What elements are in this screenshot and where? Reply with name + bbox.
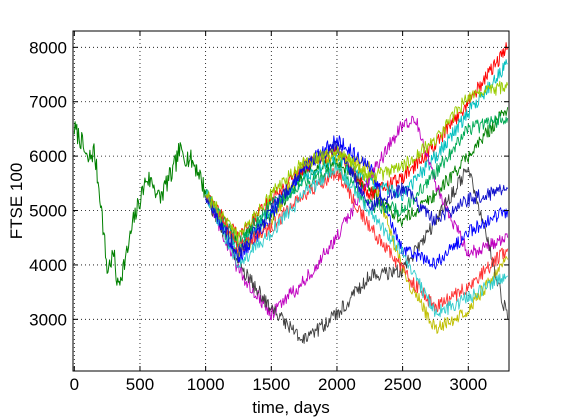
- y-tick-label: 4000: [29, 256, 67, 275]
- series-layer: [73, 42, 509, 344]
- x-tick-label: 1000: [187, 375, 225, 394]
- y-tick-label: 6000: [29, 147, 67, 166]
- tick-labels: 0 500 1000 1500 2000 2500 3000 3000 4000 5000 6000…: [29, 38, 487, 394]
- simulated-path-line: [205, 80, 509, 244]
- y-tick-label: 3000: [29, 310, 67, 329]
- x-tick-label: 500: [126, 375, 154, 394]
- x-tick-label: 2000: [318, 375, 356, 394]
- x-axis-label: time, days: [252, 398, 329, 417]
- grid: [73, 31, 509, 371]
- simulated-path-line: [205, 167, 509, 313]
- y-tick-label: 8000: [29, 38, 67, 57]
- y-tick-label: 5000: [29, 202, 67, 221]
- y-tick-label: 7000: [29, 93, 67, 112]
- x-tick-label: 3000: [449, 375, 487, 394]
- simulated-path-line: [205, 166, 509, 344]
- simulated-path-line: [205, 165, 509, 318]
- plot-frame: [72, 30, 510, 372]
- x-tick-label: 0: [70, 375, 79, 394]
- ticks: [73, 31, 509, 371]
- x-tick-label: 2500: [384, 375, 422, 394]
- x-tick-label: 1500: [252, 375, 290, 394]
- simulated-path-line: [205, 115, 509, 321]
- y-axis-label: FTSE 100: [7, 163, 26, 240]
- simulated-path-line: [205, 141, 509, 260]
- history-line: [73, 121, 207, 286]
- plot-area: [73, 31, 509, 371]
